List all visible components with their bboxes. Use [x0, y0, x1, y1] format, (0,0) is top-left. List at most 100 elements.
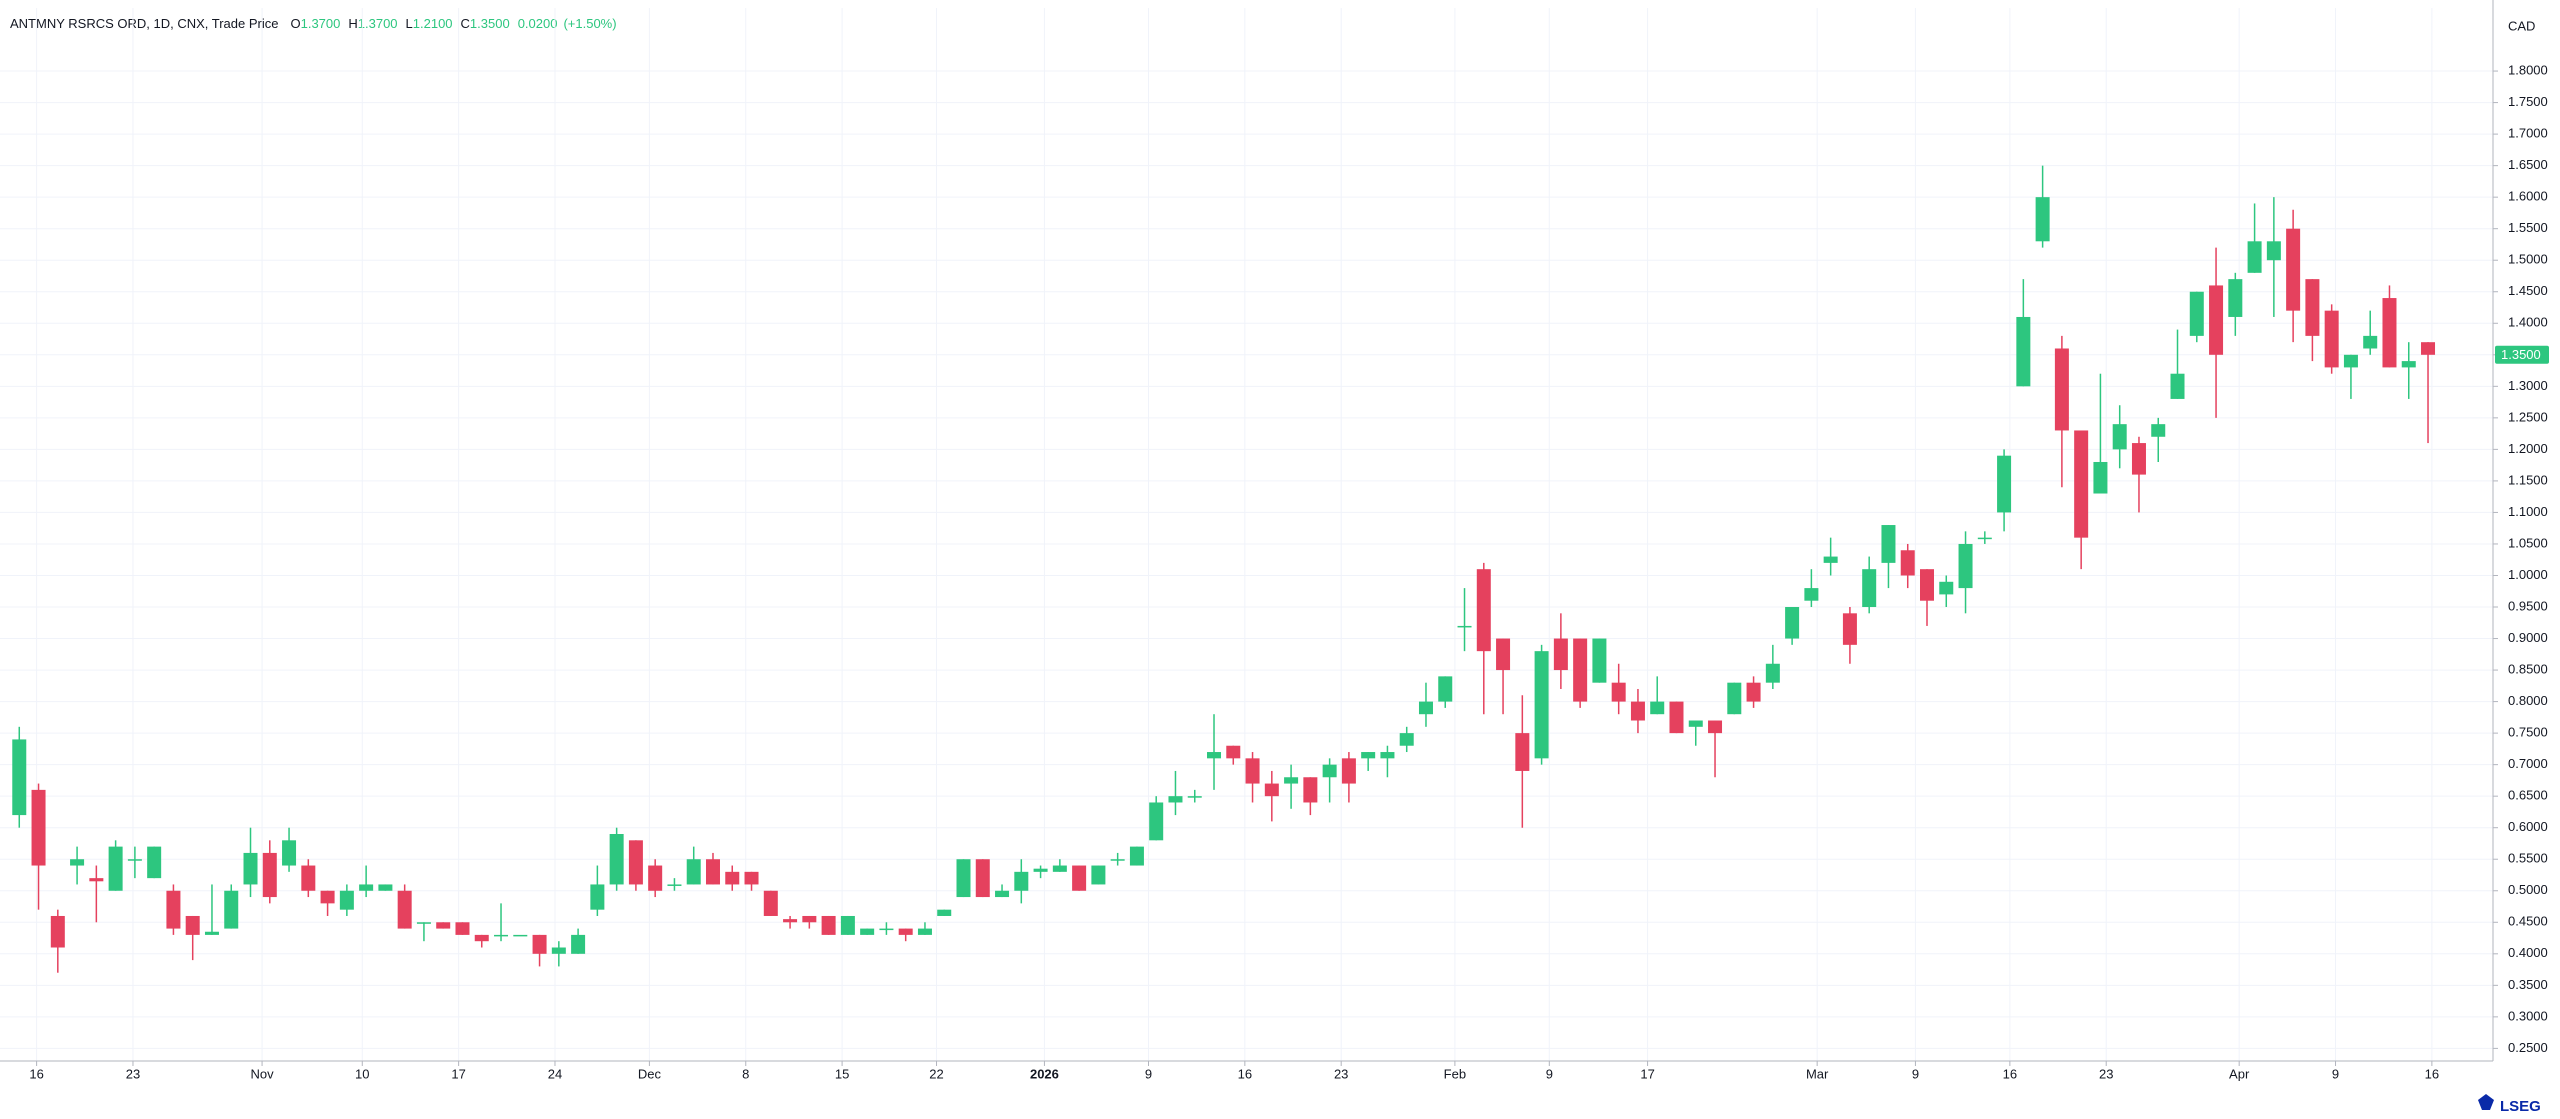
candle-body [1457, 625, 1472, 628]
candle-body [648, 865, 663, 891]
y-tick-label: 1.5500 [2508, 220, 2548, 235]
candle-body [70, 859, 85, 866]
candle-body [2112, 424, 2127, 450]
candle-body [1920, 569, 1934, 601]
candle-body [436, 922, 451, 929]
x-tick-label: Mar [1806, 1066, 1829, 1081]
candle-body [204, 931, 219, 935]
y-tick-label: 0.9500 [2508, 598, 2548, 613]
logo-icon [2478, 1094, 2494, 1110]
candle-body [1303, 777, 1318, 803]
header-title: ANTMNY RSRCS ORD, 1D, CNX, Trade Price [10, 16, 278, 31]
candle-body [2093, 461, 2108, 494]
candle-body [2189, 291, 2204, 336]
change: 0.0200 [518, 16, 558, 31]
candle-body [282, 840, 297, 866]
candle-body [1322, 764, 1337, 778]
candle-body [1900, 550, 1915, 576]
candle-body [1418, 701, 1433, 715]
x-tick-label: 9 [1912, 1066, 1919, 1081]
candle-body [1746, 682, 1761, 702]
candle-body [1977, 537, 1992, 540]
candle-body [455, 922, 470, 935]
candle-body [1630, 701, 1645, 721]
y-tick-label: 1.0000 [2508, 567, 2548, 582]
y-tick-label: 1.7500 [2508, 94, 2548, 109]
candle-body [301, 865, 316, 891]
x-tick-label: 9 [2332, 1066, 2339, 1081]
candle-body [1284, 777, 1299, 784]
candle-body [975, 859, 990, 898]
candle-body [166, 890, 181, 929]
ohlc-key: O [290, 16, 300, 31]
candle-body [1052, 865, 1067, 872]
candle-body [12, 739, 27, 816]
candle-body [1553, 638, 1568, 671]
y-tick-label: 1.1000 [2508, 504, 2548, 519]
y-tick-label: 1.8000 [2508, 62, 2548, 77]
candle-body [1476, 569, 1491, 652]
candle-body [1207, 752, 1222, 759]
candle-body [937, 909, 952, 916]
y-tick-label: 0.3000 [2508, 1008, 2548, 1023]
candle-body [2054, 348, 2069, 431]
candle-body [1669, 701, 1684, 734]
x-tick-label: 16 [29, 1066, 43, 1081]
candle-body [1361, 752, 1376, 759]
y-tick-label: 0.4000 [2508, 945, 2548, 960]
candle-body [783, 919, 798, 923]
candle-body [1129, 846, 1144, 866]
x-tick-label: 22 [929, 1066, 943, 1081]
candle-body [1399, 733, 1414, 746]
candle-body [802, 915, 817, 923]
candle-body [1785, 607, 1800, 639]
y-tick-label: 0.5500 [2508, 851, 2548, 866]
candle-body [1534, 651, 1549, 759]
candle-body [725, 871, 740, 885]
candle-body [2209, 285, 2224, 355]
ohlc-value: 1.3700 [358, 16, 398, 31]
ohlc-value: 1.2100 [413, 16, 453, 31]
candle-body [513, 934, 528, 937]
x-tick-label: 9 [1145, 1066, 1152, 1081]
logo: LSEG [2500, 1098, 2541, 1115]
candle-body [821, 915, 836, 935]
candle-body [956, 859, 971, 898]
candle-body [147, 846, 162, 879]
ohlc-value: 1.3500 [470, 16, 510, 31]
candle-body [840, 915, 855, 935]
candle-body [1091, 865, 1106, 885]
candle-body [2382, 298, 2397, 368]
candle-body [2074, 430, 2089, 538]
x-tick-label: 24 [548, 1066, 562, 1081]
candle-body [1341, 758, 1356, 784]
candle-body [1245, 758, 1260, 784]
candle-body [2324, 310, 2339, 368]
candle-body [1708, 720, 1723, 734]
x-tick-label: 10 [355, 1066, 369, 1081]
candle-body [378, 884, 393, 891]
ohlc-key: C [461, 16, 470, 31]
candle-body [1496, 638, 1511, 671]
y-tick-label: 0.4500 [2508, 914, 2548, 929]
candle-body [667, 884, 682, 886]
candle-body [1515, 733, 1530, 771]
y-tick-label: 1.5000 [2508, 252, 2548, 267]
x-tick-label: 17 [1640, 1066, 1654, 1081]
candle-body [474, 934, 489, 942]
candle-body [686, 859, 701, 885]
candle-body [1611, 682, 1626, 702]
candle-body [1072, 865, 1087, 891]
candle-body [1380, 752, 1395, 759]
candle-body [763, 890, 778, 916]
candle-body [898, 928, 913, 935]
candle-body [1842, 613, 1857, 645]
currency: CAD [2508, 18, 2535, 33]
candle-body [1168, 796, 1183, 803]
x-tick-label: 2026 [1030, 1066, 1059, 1081]
y-tick-label: 1.0500 [2508, 535, 2548, 550]
candle-body [262, 852, 277, 898]
ohlc-key: H [348, 16, 357, 31]
y-tick-label: 0.9000 [2508, 630, 2548, 645]
x-tick-label: 23 [2099, 1066, 2113, 1081]
